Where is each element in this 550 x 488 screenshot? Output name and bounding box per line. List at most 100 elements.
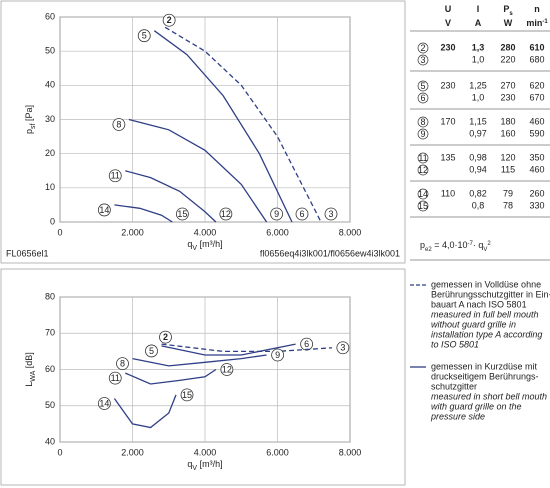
table-cell: 590: [529, 128, 544, 138]
x-tick-label: 2.000: [121, 447, 144, 457]
table-header-text: P: [503, 4, 509, 14]
row-id: 5: [420, 81, 425, 91]
table-unit-text: V: [445, 18, 451, 28]
legend-text: bauart A nach ISO 5801: [431, 299, 527, 309]
row-marker: [417, 80, 429, 92]
table-cell: 460: [529, 164, 544, 174]
table-cell: 160: [500, 128, 515, 138]
table-cell: 230: [440, 80, 455, 90]
table-cell: 1,0: [472, 92, 485, 102]
table-header: Ps: [503, 4, 513, 16]
table-header-text: n: [534, 4, 540, 14]
row-id: 11: [418, 153, 427, 163]
axis-label-sub: WA: [30, 370, 37, 381]
row-id: 15: [418, 201, 428, 211]
curve-marker-label: 11: [111, 373, 120, 383]
curve-marker: [137, 29, 151, 43]
curve-marker: [116, 357, 129, 371]
legend-text: pressure side: [430, 411, 485, 421]
y-tick-label: 70: [45, 328, 55, 338]
curve-marker-label: 14: [99, 205, 109, 215]
curve: [161, 343, 296, 356]
curve-marker: [220, 363, 234, 376]
legend-text: gemessen in Volldüse ohne: [431, 279, 541, 289]
legend-text: with guard grille on the: [431, 401, 522, 411]
x-tick-label: 6.000: [266, 227, 289, 237]
table-cell: 0,97: [469, 128, 487, 138]
row-marker: [417, 42, 429, 54]
curve: [164, 26, 322, 223]
curve: [125, 170, 217, 223]
table-cell: 460: [529, 116, 544, 126]
curve-marker-label: 8: [120, 359, 125, 369]
legend-text: without guard grille in: [431, 319, 516, 329]
legend-text: measured in short bell mouth: [431, 391, 547, 401]
x-tick-label: 8.000: [339, 227, 362, 237]
formula-part: · q: [473, 240, 484, 250]
table-cell: 1,25: [469, 80, 487, 90]
table-cell: 135: [440, 152, 455, 162]
axis-label-sub: V: [192, 465, 197, 472]
axis-label-unit: [Pa]: [24, 105, 34, 124]
table-cell: 680: [529, 54, 544, 64]
curve: [153, 30, 293, 223]
row-id: 8: [420, 117, 425, 127]
axis-label-text: q: [187, 239, 192, 249]
table-cell: 260: [529, 188, 544, 198]
curve-marker-label: 2: [167, 15, 172, 25]
formula-part: V: [483, 247, 487, 253]
table-unit-text: A: [475, 18, 482, 28]
axis-label-text: L: [24, 382, 34, 387]
formula-part: 2: [487, 241, 491, 247]
curve-marker: [162, 13, 176, 27]
row-id: 2: [420, 43, 425, 53]
table-cell: 1,3: [472, 42, 485, 52]
y-tick-label: 50: [45, 46, 55, 56]
table-header-text: U: [445, 4, 452, 14]
formula-part: e2: [425, 247, 432, 253]
table-cell: 670: [529, 92, 544, 102]
table-cell: 1,15: [469, 116, 487, 126]
y-tick-label: 60: [45, 11, 55, 21]
legend-text: gemessen in Kurzdüse mit: [431, 361, 538, 371]
y-tick-label: 30: [45, 114, 55, 124]
row-id: 9: [420, 129, 425, 139]
y-tick-label: 0: [50, 216, 55, 226]
curve-marker-label: 2: [163, 332, 168, 342]
y-tick-label: 40: [45, 80, 55, 90]
table-cell: 270: [500, 80, 515, 90]
table-cell: 330: [529, 200, 544, 210]
table-cell: 170: [440, 116, 455, 126]
formula-part: -7: [467, 241, 473, 247]
legend-text: schutzgitter: [431, 381, 477, 391]
table-cell: 230: [500, 92, 515, 102]
curve-marker-label: 3: [340, 343, 345, 353]
x-tick-label: 4.000: [194, 447, 217, 457]
table-cell: 79: [503, 188, 513, 198]
row-id: 14: [418, 189, 428, 199]
x-tick-label: 0: [57, 227, 62, 237]
row-id: 12: [418, 165, 428, 175]
curve-marker: [97, 397, 111, 410]
row-marker: [417, 200, 429, 212]
curve: [113, 394, 177, 429]
table-cell: 350: [529, 152, 544, 162]
table-unit-sup: -1: [542, 19, 548, 25]
table-header: n: [534, 4, 540, 14]
row-marker: [417, 54, 429, 66]
curve-marker: [97, 203, 111, 217]
curve-marker: [112, 118, 126, 131]
legend-text: to ISO 5801: [431, 339, 479, 349]
table-header-text: I: [477, 4, 480, 14]
x-tick-label: 8.000: [339, 447, 362, 457]
curve-marker: [270, 207, 284, 221]
curve: [114, 204, 173, 223]
table-unit-text: W: [504, 18, 513, 28]
footer: FL0656el1: [6, 248, 49, 258]
axis-label-sub: V: [192, 245, 197, 252]
formula: pe2 = 4,0·10-7· qV2: [420, 240, 491, 252]
curve-marker-label: 12: [221, 209, 231, 219]
curve-marker: [324, 207, 338, 221]
table-cell: 0,94: [469, 164, 487, 174]
axis-label: qV [m³/h]: [187, 239, 222, 252]
